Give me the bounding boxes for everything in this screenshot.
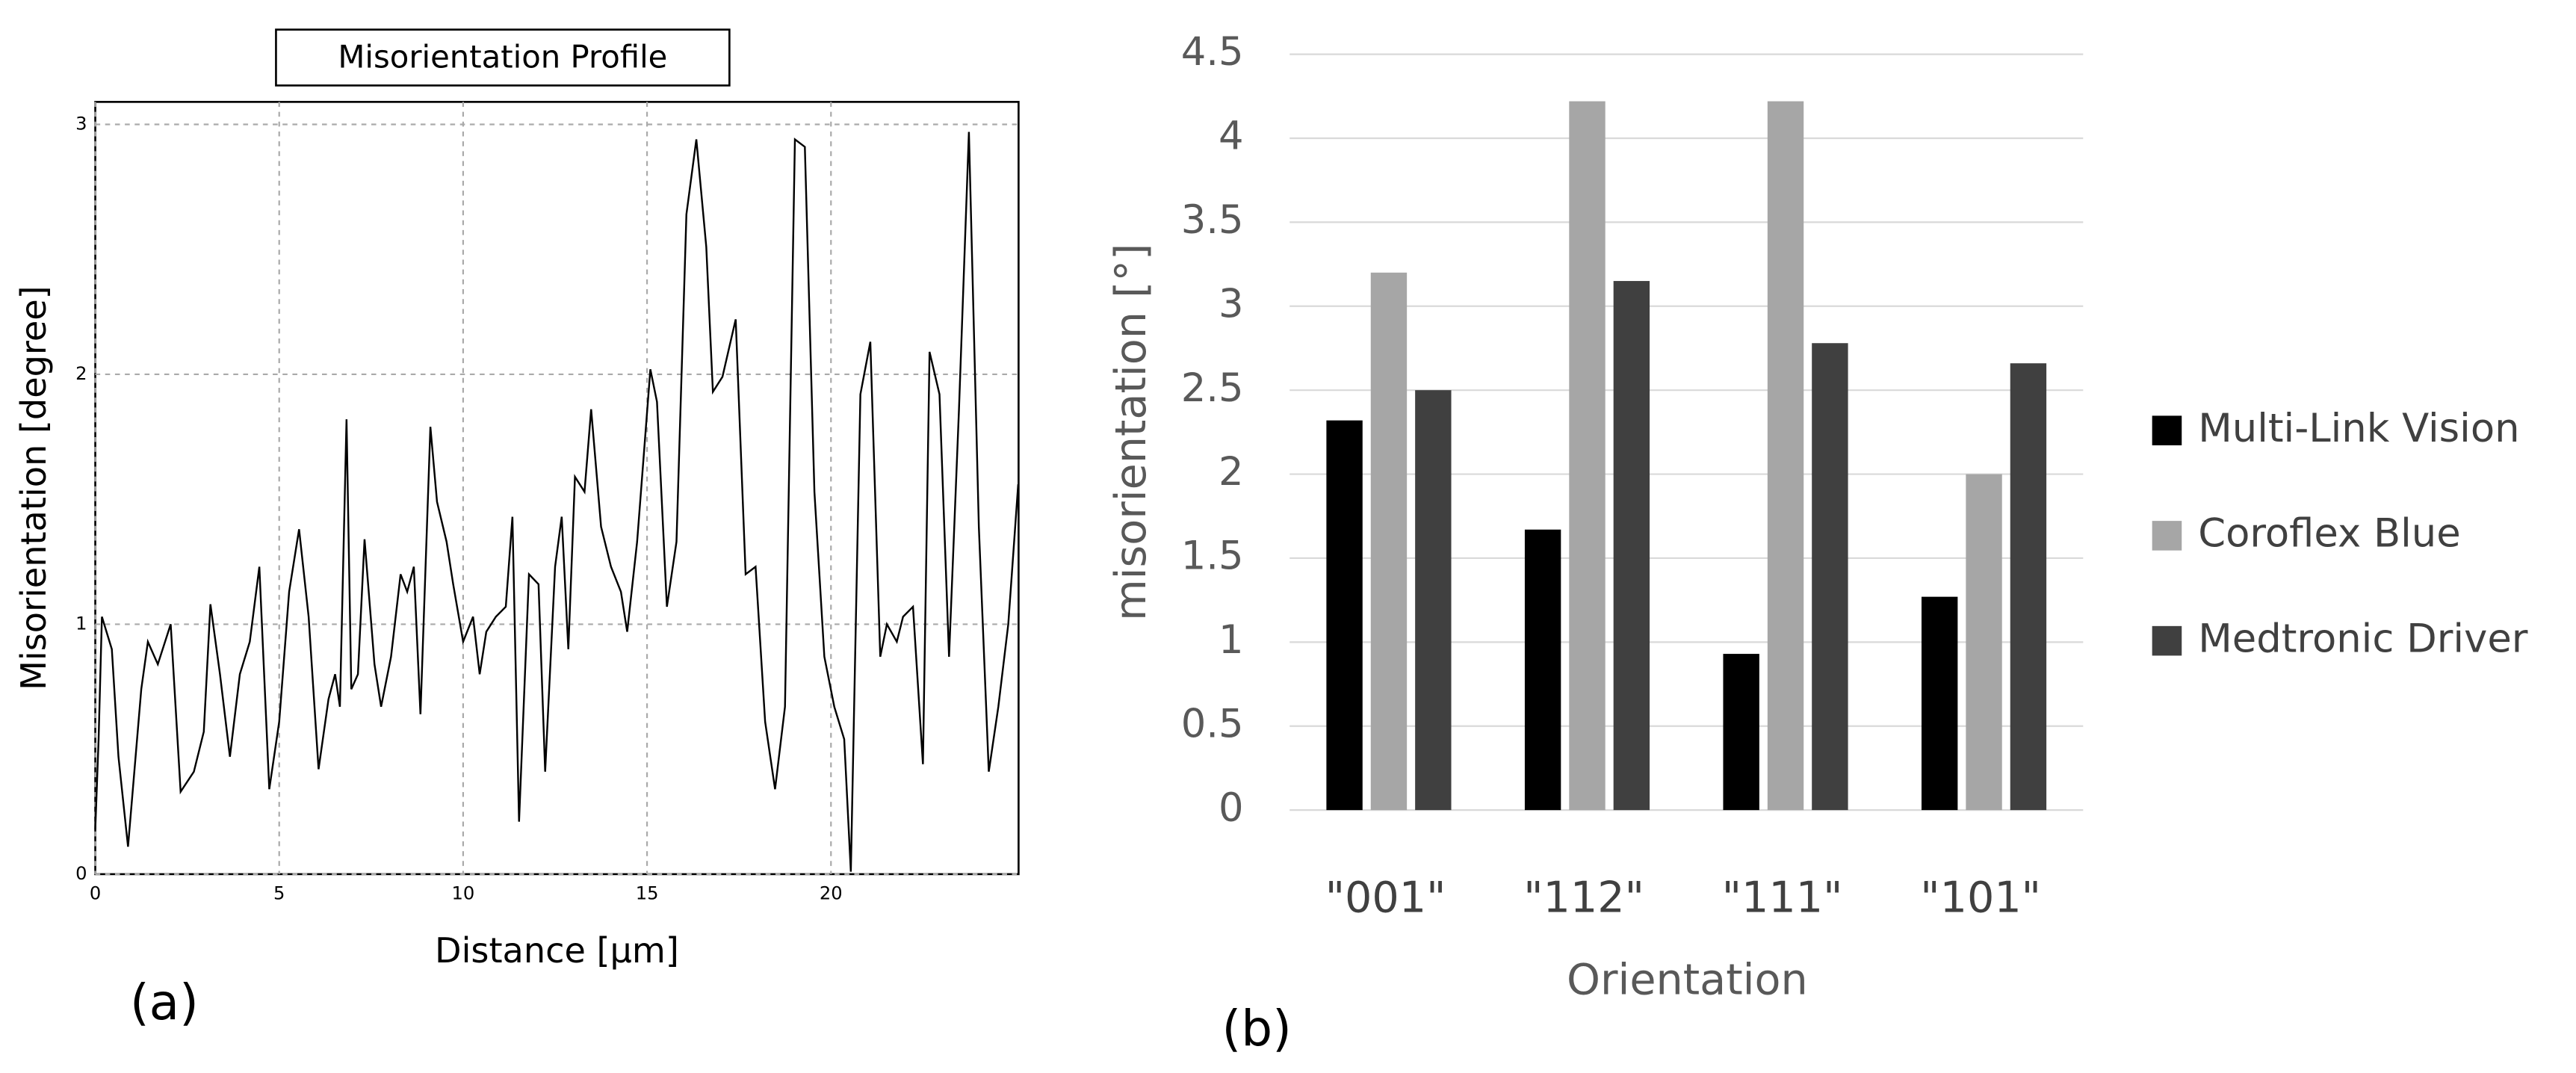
profile-line [94, 132, 1020, 872]
x-tick-label: 15 [636, 882, 659, 903]
bar [1723, 654, 1759, 811]
y-tick-label: 4 [1219, 114, 1244, 159]
y-tick-label: 4.5 [1181, 29, 1244, 75]
x-tick-label: 5 [273, 882, 285, 903]
x-tick-label: "101" [1920, 873, 2041, 923]
bar [2010, 363, 2047, 811]
y-tick-label: 3.5 [1181, 197, 1244, 243]
x-tick-label: "111" [1722, 873, 1843, 923]
x-tick-label: 10 [452, 882, 475, 903]
legend-label: Multi-Link Vision [2198, 406, 2519, 451]
x-tick-label: 0 [90, 882, 101, 903]
bar [1767, 101, 1804, 811]
y-tick-label: 1 [75, 613, 87, 634]
bar [1613, 281, 1650, 811]
x-tick-label: 20 [820, 882, 843, 903]
bar [1326, 420, 1363, 811]
y-tick-label: 0.5 [1181, 701, 1244, 746]
x-axis-label: Orientation [1567, 956, 1808, 1005]
legend-label: Medtronic Driver [2198, 616, 2528, 661]
bar [1921, 596, 1958, 811]
panel-label: (b) [1222, 1000, 1292, 1057]
y-tick-label: 2 [75, 363, 87, 384]
x-tick-label: "112" [1523, 873, 1644, 923]
bar [1524, 529, 1561, 811]
bar [1569, 101, 1606, 811]
y-tick-label: 2.5 [1181, 365, 1244, 411]
y-tick-label: 2 [1219, 449, 1244, 495]
chart-title: Misorientation Profile [338, 39, 667, 75]
y-axis-label: Misorientation [degree] [13, 285, 54, 690]
panel-label: (a) [130, 974, 199, 1031]
y-axis-label: misorientation [°] [1106, 244, 1156, 621]
legend-swatch [2152, 521, 2182, 551]
y-tick-label: 3 [75, 113, 87, 134]
y-tick-label: 1 [1219, 617, 1244, 663]
bar [1415, 390, 1452, 811]
legend-label: Coroflex Blue [2198, 511, 2460, 557]
plot-area [94, 101, 1020, 876]
x-tick-label: "001" [1325, 873, 1446, 923]
bar [1966, 474, 2002, 811]
bar [1812, 343, 1848, 811]
legend-swatch [2152, 625, 2182, 656]
y-tick-label: 0 [1219, 785, 1244, 831]
legend-swatch [2152, 415, 2182, 445]
y-tick-label: 3 [1219, 281, 1244, 327]
y-tick-label: 0 [75, 863, 87, 884]
x-axis-label: Distance [µm] [435, 930, 679, 971]
y-tick-label: 1.5 [1181, 534, 1244, 579]
title-box [275, 28, 731, 87]
bar [1370, 272, 1408, 811]
